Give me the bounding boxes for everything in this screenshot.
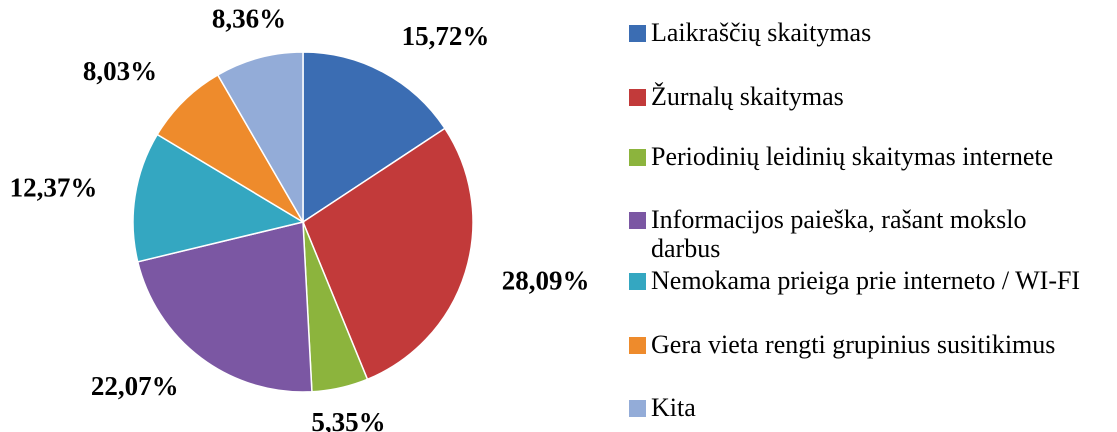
legend-swatch [628,24,647,43]
legend-label: Laikraščių skaitymas [651,18,872,47]
legend-item: Laikraščių skaitymas [628,18,1098,47]
legend-item: Nemokama prieiga prie interneto / WI-FI [628,266,1098,295]
legend-label: Periodinių leidinių skaitymas internete [651,142,1054,171]
legend-swatch [628,336,647,355]
legend-item: Kita [628,393,1098,422]
data-label: 15,72% [402,21,490,51]
legend-item: Informacijos paieška, rašant mokslo darb… [628,205,1098,263]
legend-item: Gera vieta rengti grupinius susitikimus [628,330,1098,359]
legend-item: Žurnalų skaitymas [628,82,1098,111]
data-label: 12,37% [10,173,98,203]
legend-label: Gera vieta rengti grupinius susitikimus [651,330,1056,359]
pie-slice [302,51,446,224]
legend-label: Žurnalų skaitymas [651,82,844,111]
pie-slice [136,221,313,393]
legend-label: Nemokama prieiga prie interneto / WI-FI [651,266,1081,295]
pie-slice [216,51,304,225]
pie-area: 15,72% 28,09% 5,35% 22,07% 12,37% 8,03% 8,36% [10,3,590,432]
legend-label: Informacijos paieška, rašant mokslo darb… [651,205,1027,263]
legend-swatch [628,88,647,107]
legend-label: Kita [651,393,696,422]
data-label: 8,03% [83,56,157,86]
data-label: 8,36% [212,3,286,33]
data-label: 28,09% [502,266,590,296]
legend-swatch [628,148,647,167]
legend-item: Periodinių leidinių skaitymas internete [628,142,1098,171]
legend-swatch [628,272,647,291]
legend-swatch [628,399,647,418]
data-label: 5,35% [311,407,385,432]
legend-swatch [628,211,647,230]
pie-slice [302,127,474,381]
data-label: 22,07% [91,371,179,401]
pie-slice [132,133,305,263]
